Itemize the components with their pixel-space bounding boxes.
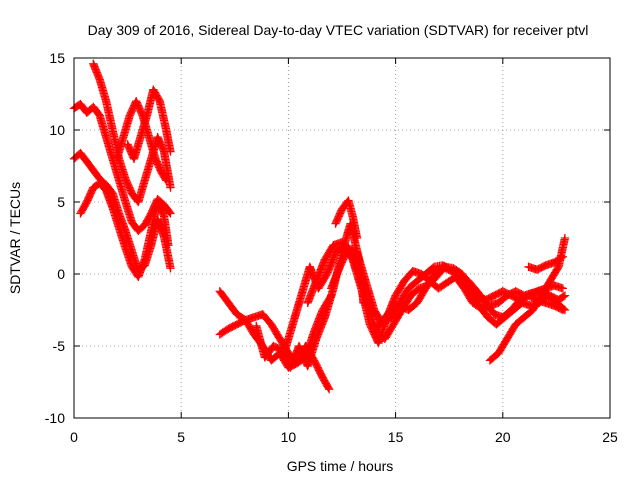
data-point (166, 264, 175, 273)
data-marker (553, 264, 562, 273)
data-point (558, 305, 567, 315)
data-point (560, 291, 570, 300)
x-tick-label: 5 (177, 429, 185, 445)
data-point (558, 252, 567, 261)
data-series (76, 179, 173, 282)
data-point (166, 147, 175, 156)
data-point (560, 233, 570, 243)
plot-frame (73, 57, 611, 419)
data-series (331, 196, 362, 243)
y-axis-label: SDTVAR / TECUs (7, 182, 23, 294)
x-tick-label: 15 (388, 429, 404, 445)
data-point (164, 241, 173, 250)
x-tick-label: 25 (602, 429, 618, 445)
x-axis-label: GPS time / hours (287, 458, 394, 474)
data-marker (165, 208, 174, 217)
data-marker (559, 292, 568, 301)
data-marks (69, 59, 570, 394)
data-series (524, 252, 567, 274)
y-tick-label: 0 (57, 266, 65, 282)
data-series (370, 262, 567, 336)
grid (74, 58, 610, 418)
data-point (162, 176, 171, 185)
y-tick-label: 15 (49, 50, 65, 66)
data-marker (557, 305, 566, 314)
chart-title: Day 309 of 2016, Sidereal Day-to-day VTE… (88, 22, 589, 38)
data-series (123, 85, 175, 163)
data-point (166, 183, 175, 192)
y-tick-label: 5 (57, 194, 65, 210)
data-series (485, 233, 570, 365)
x-tick-label: 10 (281, 429, 297, 445)
data-point (324, 385, 334, 394)
data-marker (557, 253, 566, 262)
y-tick-label: -10 (45, 410, 65, 426)
data-point (558, 284, 567, 293)
x-tick-label: 20 (495, 429, 511, 445)
data-marker (324, 383, 333, 392)
y-tick-label: -5 (53, 338, 66, 354)
data-point (166, 209, 175, 218)
data-point (352, 233, 362, 243)
y-tick-label: 10 (49, 122, 65, 138)
x-tick-label: 0 (70, 429, 78, 445)
axis-ticks: 0 5 10 15 20 25 -10 -5 0 5 10 15 (45, 50, 618, 445)
data-marker (154, 95, 164, 104)
data-marker (161, 174, 170, 184)
